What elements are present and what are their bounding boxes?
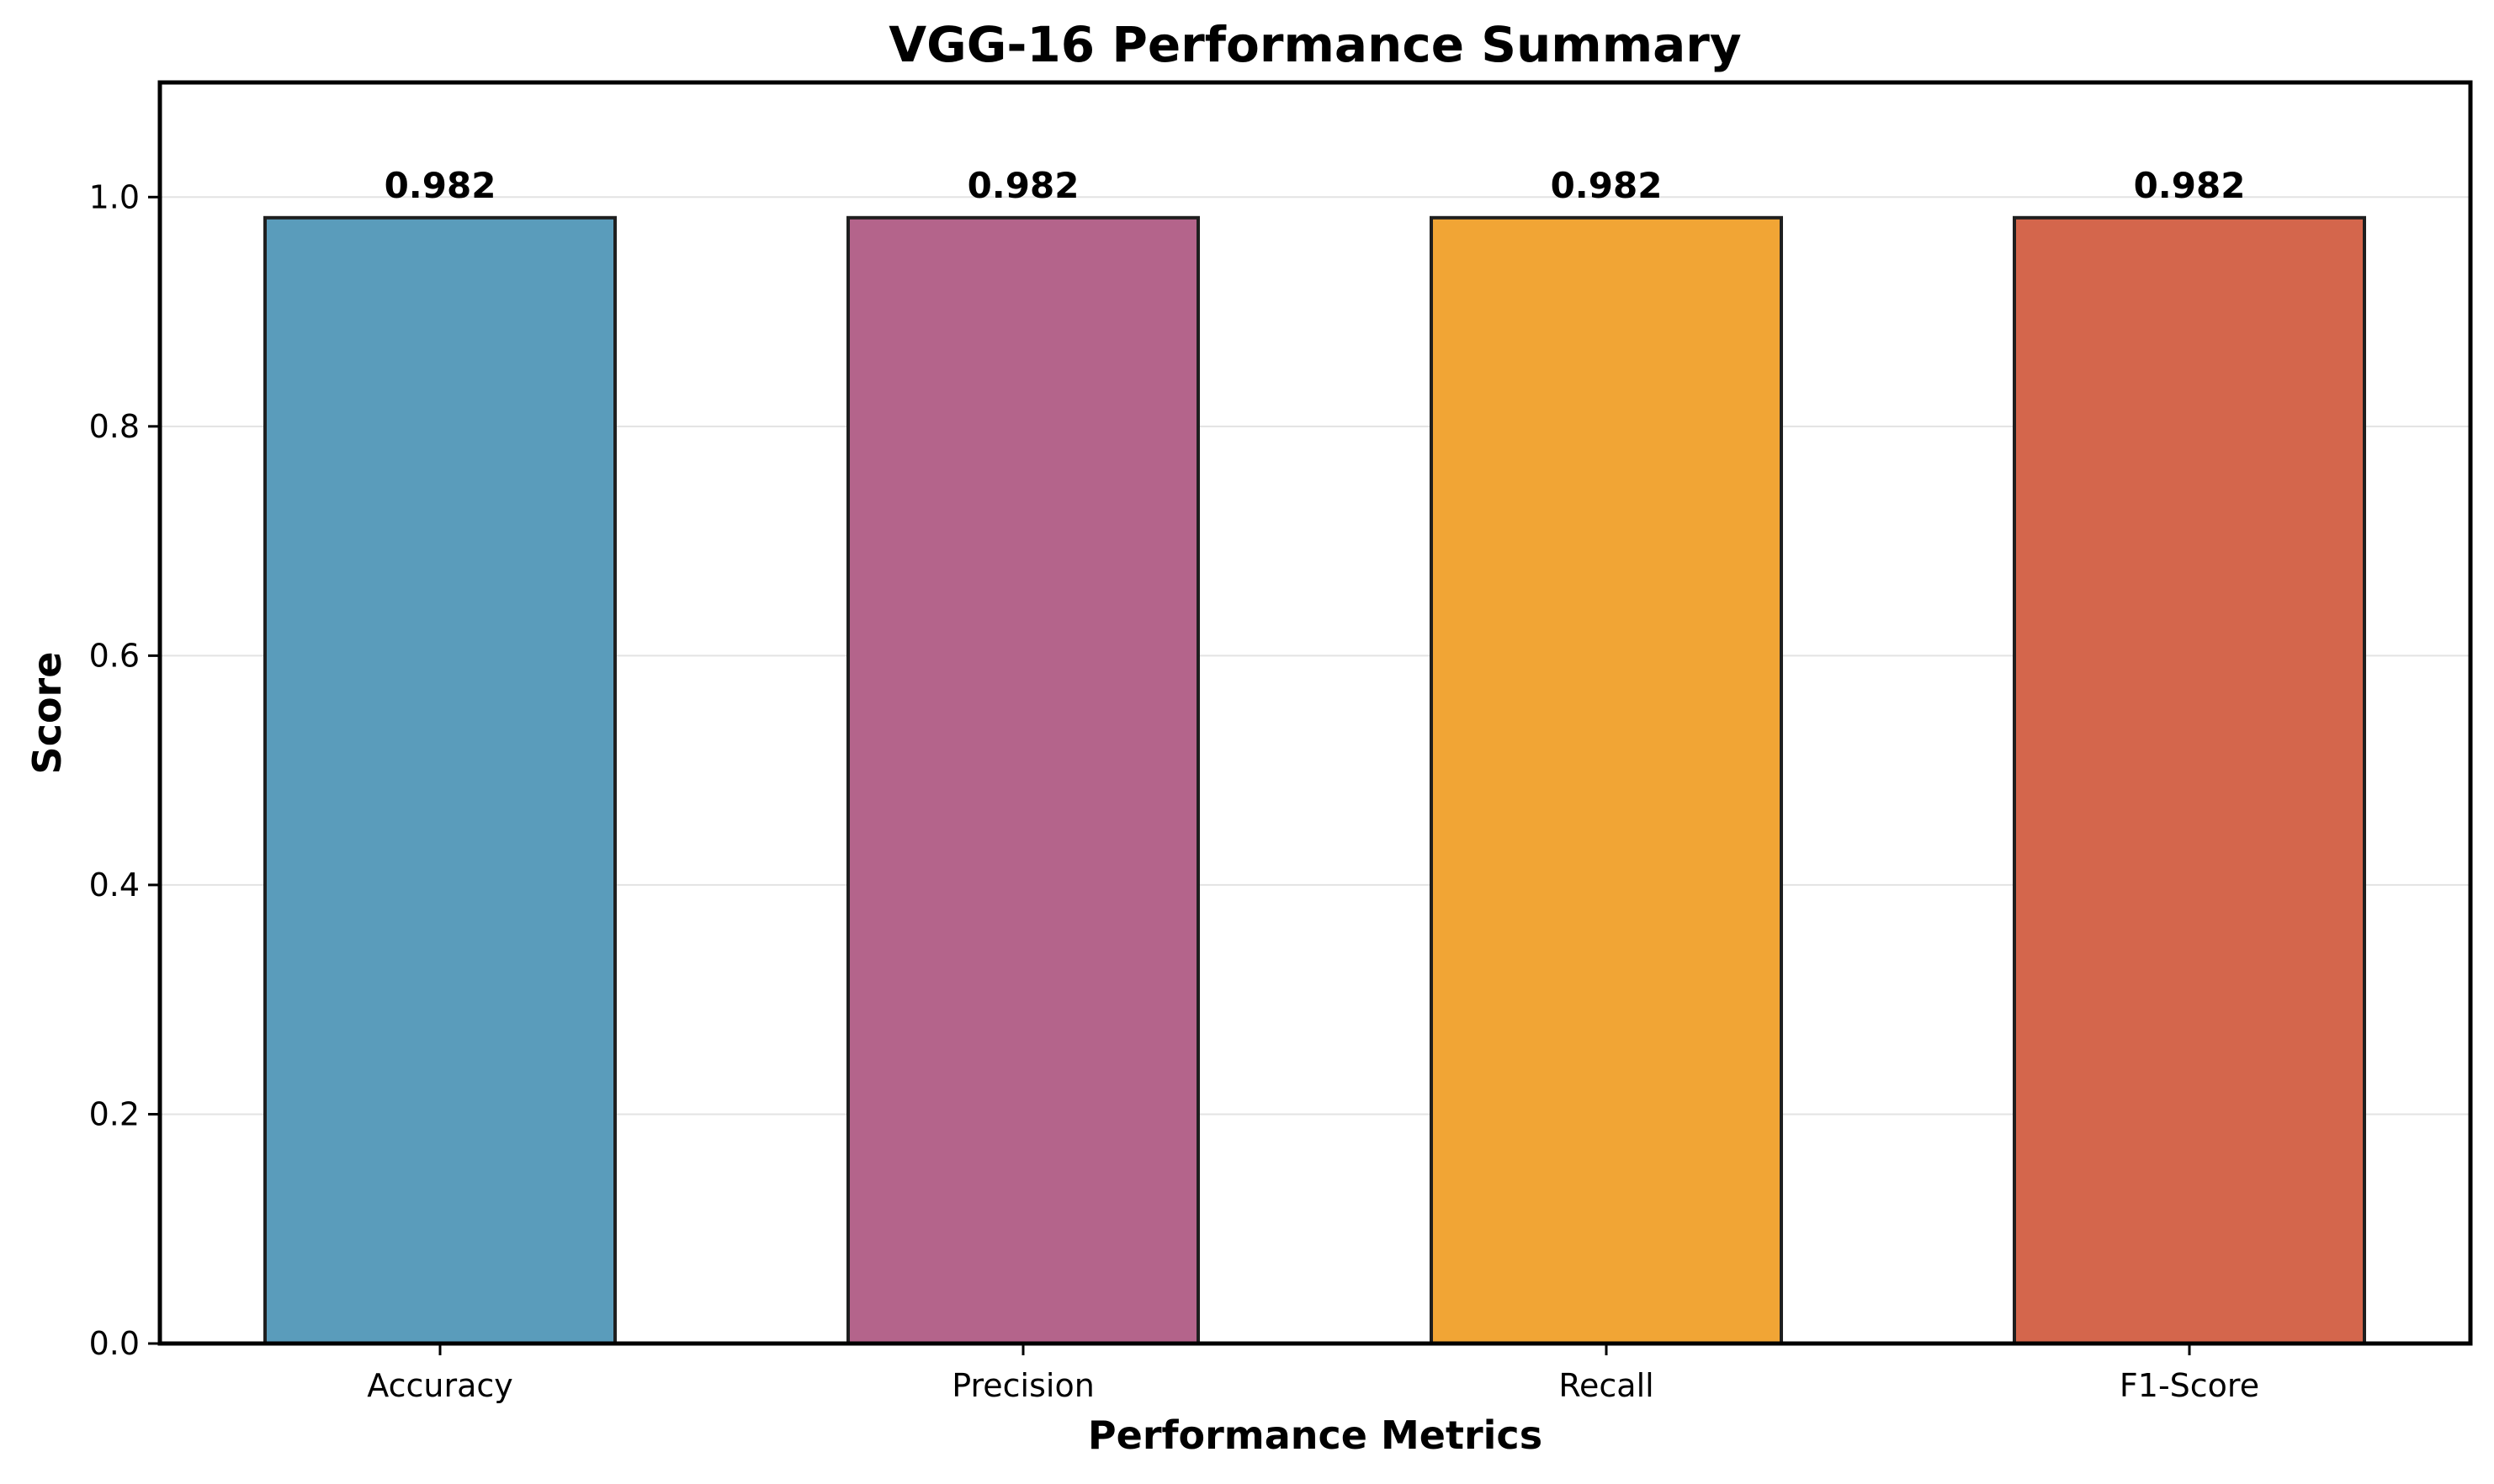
y-axis-label: Score [24,652,70,775]
chart-title: VGG-16 Performance Summary [889,16,1741,73]
y-tick-label: 0.6 [89,637,140,674]
x-tick-label: Precision [952,1367,1095,1404]
bar-f1-score [2013,215,2366,1346]
plot-frame [157,80,2473,1346]
bars [263,215,2366,1346]
y-tick-label: 0.8 [89,408,140,445]
bar-value-label: 0.982 [968,165,1080,206]
x-tick-label: F1-Score [2120,1367,2259,1404]
bar-value-label: 0.982 [1551,165,1663,206]
y-tick-label: 0.4 [89,867,140,904]
bar-recall [1430,215,1783,1346]
x-tick-label: Accuracy [367,1367,513,1404]
bar-value-label: 0.982 [2134,165,2246,206]
y-tick-label: 0.2 [89,1095,140,1132]
bar-accuracy [263,215,617,1346]
x-tick-label: Recall [1558,1367,1653,1404]
y-tick-label: 0.0 [89,1325,140,1362]
value-labels: 0.982 0.982 0.982 0.982 [385,165,2246,206]
axis-ticks: 0.0 0.2 0.4 0.6 0.8 1.0 Accuracy Precision Recal… [89,178,2260,1404]
y-tick-label: 1.0 [89,178,140,215]
x-axis-label: Performance Metrics [1088,1412,1542,1458]
bar-value-label: 0.982 [385,165,496,206]
bar-precision [846,215,1200,1346]
